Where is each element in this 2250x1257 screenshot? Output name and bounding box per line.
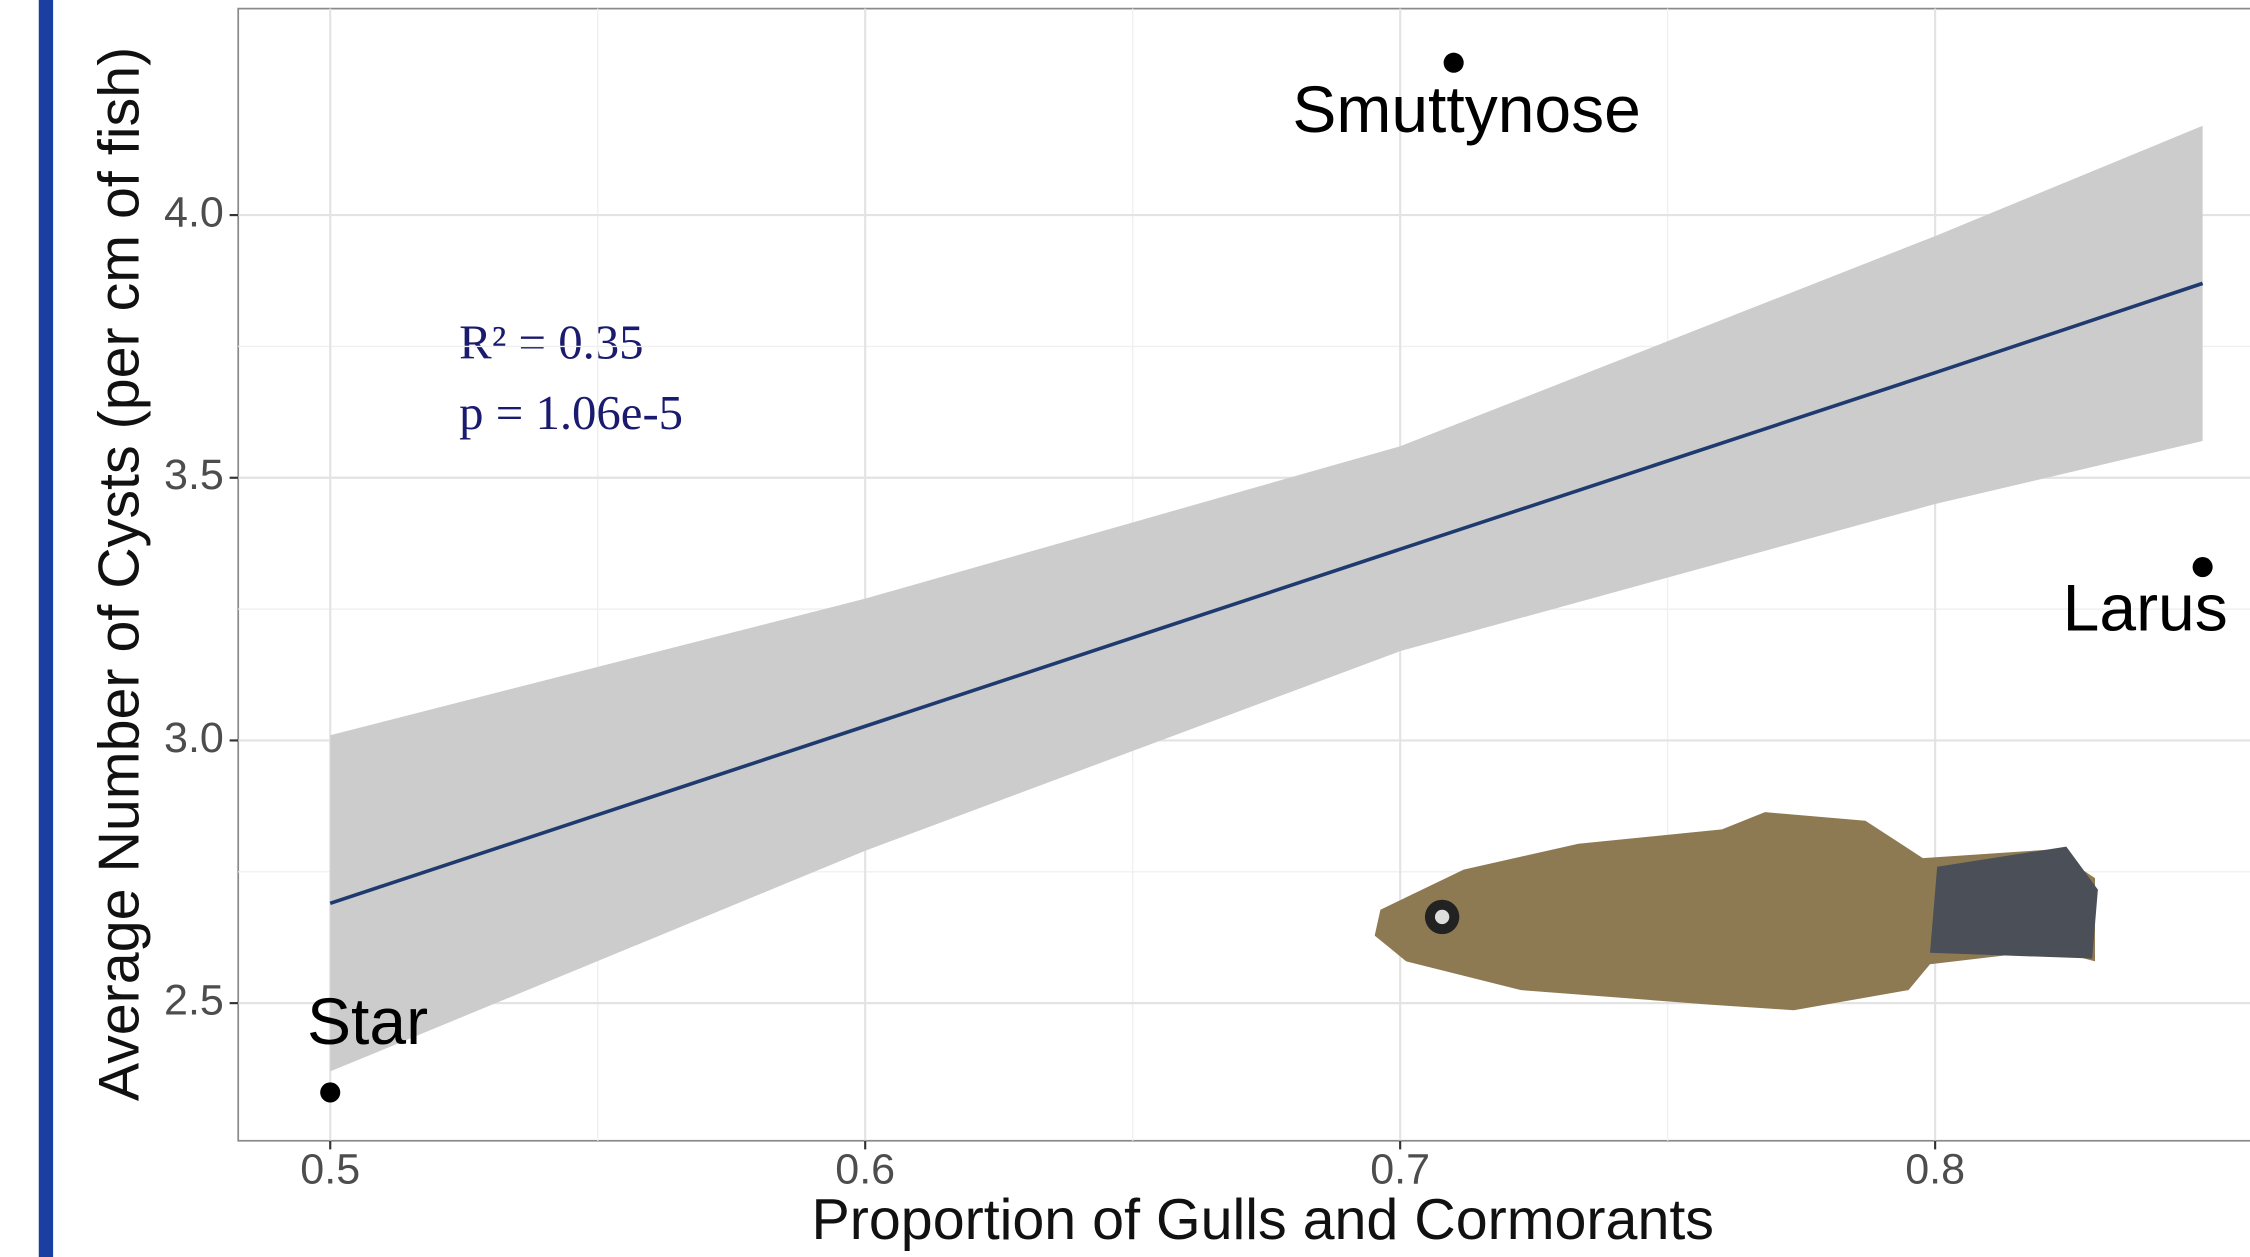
y-tick-label: 3.0 [164, 714, 224, 762]
chart: Proportion of Gulls and Cormorants Avera… [0, 0, 2250, 1257]
y-tick-label: 4.0 [164, 188, 224, 236]
x-axis-title: Proportion of Gulls and Cormorants [812, 1188, 1714, 1252]
x-tick-label: 0.5 [300, 1146, 360, 1194]
point-label: Larus [2063, 570, 2228, 644]
fish-eye-shine [1435, 910, 1449, 924]
point [320, 1082, 340, 1102]
annotation: R² = 0.35 [459, 315, 643, 369]
x-tick-label: 0.7 [1370, 1146, 1430, 1194]
x-tick-label: 0.6 [835, 1146, 895, 1194]
annotation: p = 1.06e-5 [459, 386, 683, 440]
point-label: Smuttynose [1292, 72, 1640, 146]
point [1444, 53, 1464, 73]
side-bar [39, 0, 53, 1257]
point-label: Star [307, 984, 428, 1058]
x-tick-label: 0.8 [1905, 1146, 1965, 1194]
y-tick-label: 3.5 [164, 451, 224, 499]
y-tick-label: 2.5 [164, 977, 224, 1025]
y-axis-title: Average Number of Cysts (per cm of fish) [88, 47, 152, 1101]
